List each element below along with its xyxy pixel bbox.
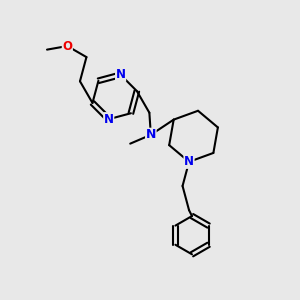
Text: N: N <box>184 155 194 168</box>
Text: N: N <box>104 113 114 126</box>
Text: N: N <box>116 68 126 81</box>
Text: O: O <box>62 40 72 52</box>
Text: N: N <box>146 128 156 141</box>
